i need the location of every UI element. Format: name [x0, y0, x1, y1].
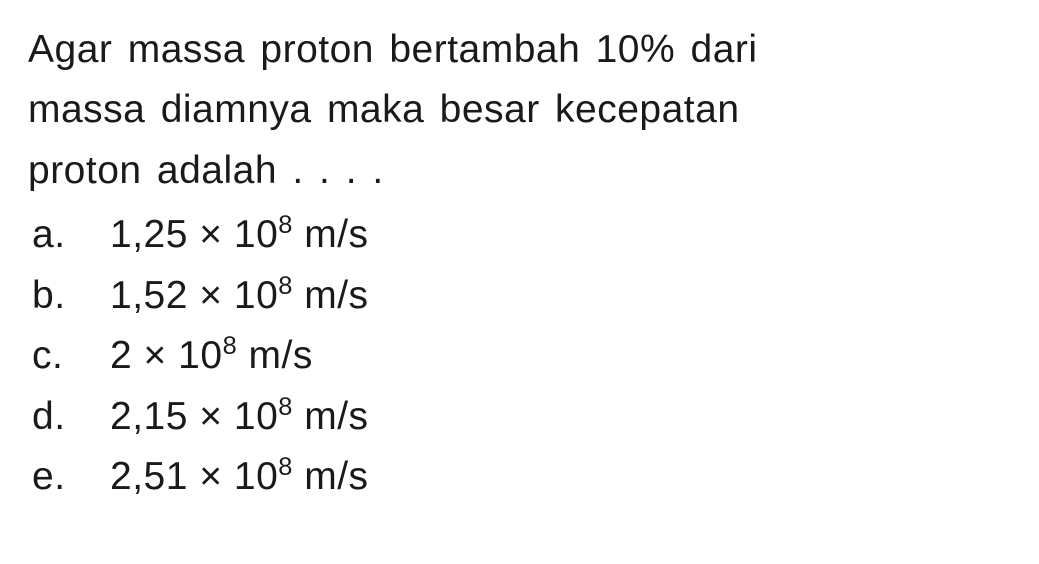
option-value: 2 × 108 m/s [110, 326, 1011, 386]
question-stem: Agar massa proton bertambah 10% dari mas… [28, 20, 1011, 201]
option-label: e. [32, 447, 110, 507]
option-e: e. 2,51 × 108 m/s [32, 447, 1011, 507]
option-value: 1,52 × 108 m/s [110, 266, 1011, 326]
option-value: 1,25 × 108 m/s [110, 205, 1011, 265]
base: 10 [234, 213, 278, 256]
base: 10 [234, 274, 278, 317]
base: 10 [234, 455, 278, 498]
option-label: d. [32, 387, 110, 447]
stem-line-3: proton adalah . . . . [28, 141, 1011, 201]
unit: m/s [249, 334, 313, 377]
times-symbol: × [144, 334, 167, 377]
stem-line-1: Agar massa proton bertambah 10% dari [28, 20, 1011, 80]
base: 10 [178, 334, 222, 377]
exponent: 8 [278, 272, 293, 300]
unit: m/s [304, 455, 368, 498]
option-value: 2,51 × 108 m/s [110, 447, 1011, 507]
unit: m/s [304, 274, 368, 317]
times-symbol: × [199, 395, 222, 438]
option-c: c. 2 × 108 m/s [32, 326, 1011, 386]
option-label: b. [32, 266, 110, 326]
times-symbol: × [199, 455, 222, 498]
option-d: d. 2,15 × 108 m/s [32, 387, 1011, 447]
times-symbol: × [199, 213, 222, 256]
coeff: 2,15 [110, 395, 188, 438]
times-symbol: × [199, 274, 222, 317]
unit: m/s [304, 395, 368, 438]
option-label: c. [32, 326, 110, 386]
option-value: 2,15 × 108 m/s [110, 387, 1011, 447]
coeff: 2,51 [110, 455, 188, 498]
option-b: b. 1,52 × 108 m/s [32, 266, 1011, 326]
base: 10 [234, 395, 278, 438]
coeff: 1,52 [110, 274, 188, 317]
exponent: 8 [223, 332, 238, 360]
exponent: 8 [278, 211, 293, 239]
exponent: 8 [278, 393, 293, 421]
coeff: 1,25 [110, 213, 188, 256]
options-list: a. 1,25 × 108 m/s b. 1,52 × 108 m/s c. 2… [28, 205, 1011, 507]
coeff: 2 [110, 334, 132, 377]
option-a: a. 1,25 × 108 m/s [32, 205, 1011, 265]
stem-line-2: massa diamnya maka besar kecepatan [28, 80, 1011, 140]
exponent: 8 [278, 453, 293, 481]
unit: m/s [304, 213, 368, 256]
option-label: a. [32, 205, 110, 265]
